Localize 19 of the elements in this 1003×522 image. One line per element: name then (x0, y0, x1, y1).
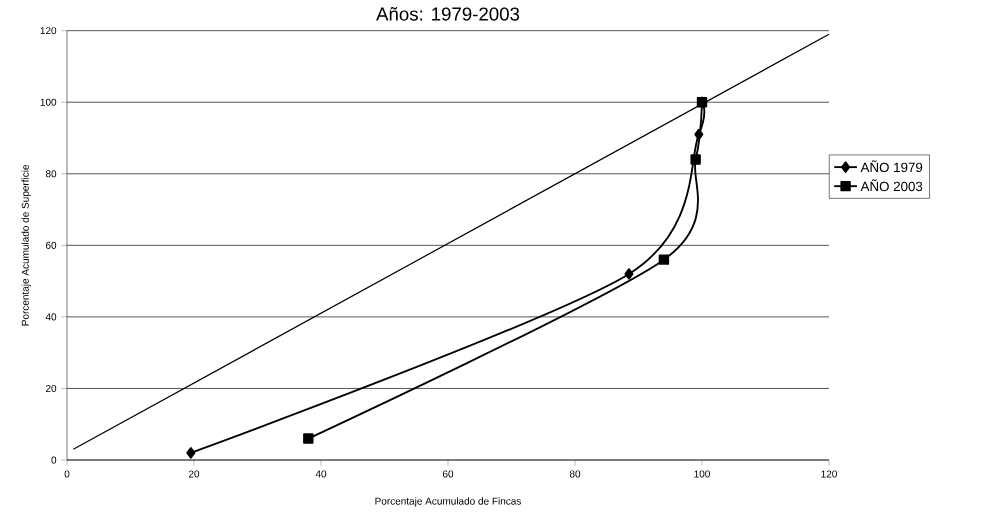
y-tick-label: 80 (45, 170, 57, 178)
y-tick-label: 100 (40, 98, 57, 106)
x-tick-label: 0 (64, 470, 70, 478)
x-tick-label: 40 (315, 470, 327, 478)
x-axis-title: Porcentaje Acumulado de Fincas (375, 497, 521, 507)
y-tick-label: 0 (51, 456, 57, 464)
legend-label: AÑO 1979 (860, 160, 923, 173)
chart-title: Años: 1979-2003 (376, 7, 520, 21)
y-tick-label: 20 (45, 384, 57, 392)
legend-label: AÑO 2003 (860, 179, 923, 192)
y-axis-title: Porcentaje Acumulado de Superficie (21, 164, 31, 326)
y-tick-label: 60 (45, 241, 57, 249)
x-tick-label: 100 (694, 470, 710, 478)
y-tick-label: 40 (45, 313, 57, 321)
x-tick-label: 60 (442, 470, 454, 478)
y-tick-label: 120 (40, 27, 57, 35)
x-tick-label: 20 (188, 470, 200, 478)
x-tick-label: 80 (569, 470, 581, 478)
x-tick-label: 120 (821, 470, 837, 478)
